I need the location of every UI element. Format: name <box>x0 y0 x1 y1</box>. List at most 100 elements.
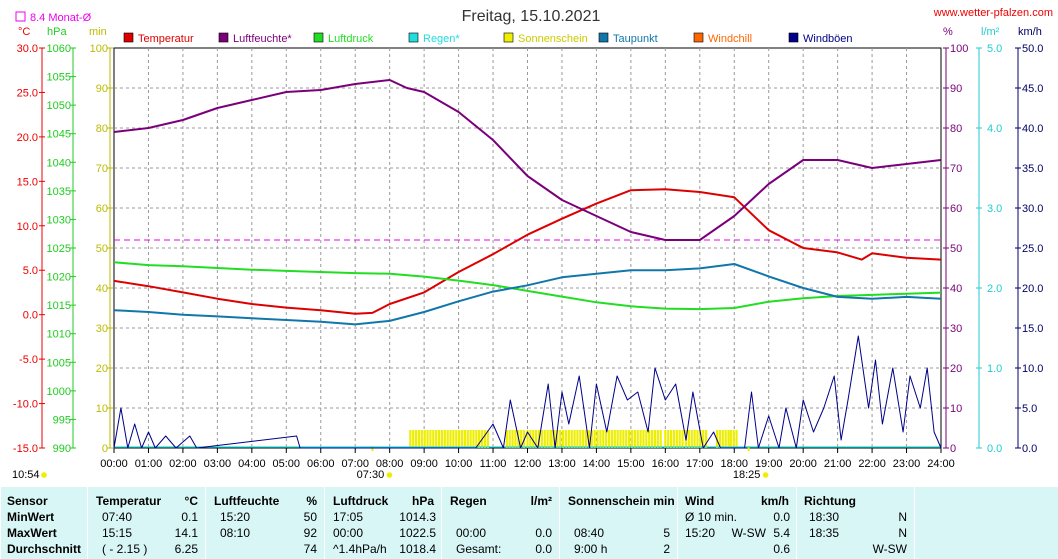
x-tick-label: 15:00 <box>617 458 645 470</box>
unit-wind: km/h <box>1018 26 1042 38</box>
x-tick-label: 06:00 <box>307 458 335 470</box>
pressure-axis-label: 1025 <box>47 243 71 255</box>
stats-wind-value: 0.6 <box>773 542 790 556</box>
temperature-axis-label: -5.0 <box>19 354 38 366</box>
legend-label: Temperatur <box>138 33 194 45</box>
humidity-axis-label: 50 <box>950 243 962 255</box>
sunshine-axis-label: 100 <box>90 43 108 55</box>
sunshine-axis-label: 80 <box>96 123 108 135</box>
rain-axis-label: 3.0 <box>987 203 1002 215</box>
stats-rain-title: Regen <box>450 494 487 508</box>
stats-direction-time: 18:35 <box>809 526 840 540</box>
temperature-axis-label: -10.0 <box>13 399 38 411</box>
pressure-axis-label: 1035 <box>47 186 71 198</box>
series-temperatur <box>113 188 942 315</box>
x-tick-label: 19:00 <box>755 458 783 470</box>
stats-sunshine-time: 08:40 <box>574 526 605 540</box>
stats-temperature-time: 07:40 <box>102 510 133 524</box>
legend-swatch <box>598 32 609 43</box>
humidity-axis-label: 70 <box>950 163 962 175</box>
x-tick-label: 00:00 <box>100 458 128 470</box>
pressure-axis-label: 1030 <box>47 214 71 226</box>
stats-wind-value: 5.4 <box>773 526 790 540</box>
stats-temperature-value: 6.25 <box>174 542 198 556</box>
x-tick-label: 12:00 <box>514 458 542 470</box>
legend-label: Luftfeuchte* <box>233 33 292 45</box>
sunset-tick <box>747 446 750 451</box>
stats-sensor-column: Sensor MinWert MaxWert Durchschnitt <box>0 487 88 559</box>
stats-header: Sensor <box>7 494 48 508</box>
x-tick-label: 07:00 <box>341 458 369 470</box>
pressure-axis-label: 990 <box>53 443 71 455</box>
x-tick-label: 05:00 <box>273 458 301 470</box>
pressure-axis-label: 1020 <box>47 272 71 284</box>
legend-swatch <box>313 32 324 43</box>
x-tick-label: 23:00 <box>893 458 921 470</box>
temperature-axis-label: 0.0 <box>23 310 38 322</box>
legend-swatch <box>693 32 704 43</box>
x-tick-label: 01:00 <box>135 458 163 470</box>
stats-row-label: MaxWert <box>7 526 57 540</box>
monthly-avg-label: 8.4 Monat-Ø <box>30 12 92 24</box>
x-tick-label: 11:00 <box>480 458 507 470</box>
pressure-axis-label: 1045 <box>47 129 71 141</box>
wind-axis-label: 40.0 <box>1022 123 1043 135</box>
pressure-axis-label: 1040 <box>47 157 71 169</box>
legend-label: Sonnenschein <box>518 33 588 45</box>
humidity-axis-label: 0 <box>950 443 956 455</box>
plot-area <box>113 79 942 449</box>
sunshine-axis-label: 0 <box>102 443 108 455</box>
rain-axis-label: 0.0 <box>987 443 1002 455</box>
sunrise-marker <box>386 472 393 478</box>
stats-pressure-time: 00:00 <box>333 526 364 540</box>
x-tick-label: 24:00 <box>927 458 955 470</box>
stats-humidity-unit: % <box>306 494 317 508</box>
x-tick-label: 14:00 <box>583 458 611 470</box>
stats-wind-unit: km/h <box>760 494 789 508</box>
monthly-avg-swatch <box>15 11 26 22</box>
unit-sunshine: min <box>89 26 107 38</box>
x-tick-label: 10:00 <box>445 458 473 470</box>
pressure-axis-label: 1005 <box>47 357 71 369</box>
site-link[interactable]: www.wetter-pfalzen.com <box>933 7 1053 19</box>
stats-sunshine-title: Sonnenschein min <box>568 494 675 508</box>
footer-time: 10:54 <box>12 469 40 481</box>
sunrise-label: 07:30 <box>357 469 385 481</box>
legend-label: Luftdruck <box>328 33 374 45</box>
sunshine-axis-label: 60 <box>96 203 108 215</box>
series-luftfeuchte <box>113 79 942 241</box>
pressure-axis-label: 1060 <box>47 43 71 55</box>
stats-rain-unit: l/m² <box>530 494 552 508</box>
legend: Temperatur Luftfeuchte* Luftdruck Regen* Son… <box>123 32 853 45</box>
x-tick-label: 08:00 <box>376 458 404 470</box>
humidity-axis-label: 20 <box>950 363 962 375</box>
temperature-axis-label: 15.0 <box>17 176 38 188</box>
stats-direction-column: Richtung 18:30 N 18:35 N W-SW <box>796 487 915 559</box>
wind-axis-label: 0.0 <box>1022 443 1037 455</box>
sunshine-axis-label: 50 <box>96 243 108 255</box>
stats-temperature-time: 15:15 <box>102 526 133 540</box>
wind-axis-label: 5.0 <box>1022 403 1037 415</box>
stats-pressure-title: Luftdruck <box>333 494 389 508</box>
stats-temperature-unit: °C <box>184 494 198 508</box>
stats-direction-value: W-SW <box>872 542 907 556</box>
temperature-axis-label: 25.0 <box>17 87 38 99</box>
wind-axis-label: 35.0 <box>1022 163 1043 175</box>
footer-time-marker <box>41 472 47 478</box>
stats-pressure-unit: hPa <box>411 494 434 508</box>
stats-sunshine-value: 5 <box>663 526 670 540</box>
x-tick-label: 16:00 <box>652 458 680 470</box>
stats-pressure-value: 1018.4 <box>399 542 436 556</box>
rain-axis-label: 1.0 <box>987 363 1002 375</box>
temperature-axis-label: 30.0 <box>17 43 38 55</box>
stats-humidity-value: 50 <box>303 510 317 524</box>
wind-axis-label: 15.0 <box>1022 323 1043 335</box>
x-tick-label: 03:00 <box>204 458 232 470</box>
stats-row-label: Durchschnitt <box>7 542 82 556</box>
wind-axis-label: 45.0 <box>1022 83 1043 95</box>
sunshine-axis-label: 40 <box>96 283 108 295</box>
stats-rain-time: Gesamt: <box>456 542 502 556</box>
stats-direction-value: N <box>898 526 907 540</box>
rain-axis-label: 2.0 <box>987 283 1002 295</box>
stats-pressure-time: 17:05 <box>333 510 364 524</box>
